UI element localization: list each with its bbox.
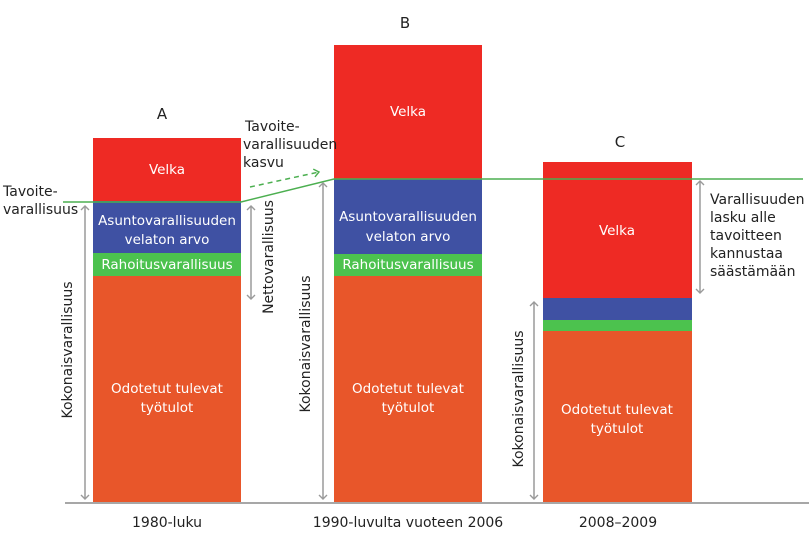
period-label: 1980-luku	[132, 515, 202, 531]
target-growth-label: varallisuuden	[243, 137, 337, 153]
housing-segment	[543, 298, 692, 320]
debt-segment	[543, 162, 692, 298]
bar-c: Velka Odotetut tulevat työtulot C 2008–2…	[543, 133, 692, 531]
housing-segment	[334, 179, 482, 254]
wealth-drop-label: tavoitteen	[710, 228, 782, 244]
wealth-drop-label: lasku alle	[710, 210, 776, 226]
debt-segment	[334, 45, 482, 179]
financial-label: Rahoitusvarallisuus	[342, 257, 473, 273]
housing-label: Asuntovarallisuuden	[98, 213, 236, 229]
wealth-drop-label: Varallisuuden	[710, 192, 805, 208]
housing-segment	[93, 201, 241, 253]
target-growth-label: kasvu	[243, 155, 284, 171]
total-wealth-label: Kokonaisvarallisuus	[511, 330, 527, 467]
housing-label: velaton arvo	[366, 229, 451, 245]
wealth-drop-label: kannustaa	[710, 246, 783, 262]
bar-letter: C	[615, 133, 625, 151]
debt-label: Velka	[599, 223, 635, 239]
labour-label: Odotetut tulevat	[352, 381, 464, 397]
target-growth-label: Tavoite-	[244, 119, 300, 135]
total-wealth-label: Kokonaisvarallisuus	[298, 275, 314, 412]
target-wealth-label: varallisuus	[3, 202, 78, 218]
target-growth-arrow	[249, 168, 321, 188]
bar-letter: B	[400, 14, 410, 32]
labour-label: työtulot	[591, 421, 644, 437]
labour-segment	[93, 276, 241, 502]
period-label: 1990-luvulta vuoteen 2006	[313, 515, 503, 531]
bar-b: Velka Asuntovarallisuuden velaton arvo R…	[313, 14, 503, 531]
bar-letter: A	[157, 105, 168, 123]
debt-segment	[93, 138, 241, 201]
financial-label: Rahoitusvarallisuus	[101, 257, 232, 273]
target-wealth-line	[63, 178, 803, 203]
labour-label: työtulot	[382, 400, 435, 416]
net-wealth-label: Nettovarallisuus	[261, 200, 277, 314]
wealth-drop-label: säästämään	[710, 264, 795, 280]
total-wealth-label: Kokonaisvarallisuus	[60, 281, 76, 418]
period-label: 2008–2009	[579, 515, 657, 531]
labour-label: Odotetut tulevat	[561, 402, 673, 418]
bar-a: Velka Asuntovarallisuuden velaton arvo R…	[93, 105, 241, 531]
labour-label: työtulot	[141, 400, 194, 416]
debt-label: Velka	[390, 104, 426, 120]
labour-segment	[543, 331, 692, 502]
financial-segment	[334, 254, 482, 276]
financial-segment	[93, 253, 241, 276]
labour-label: Odotetut tulevat	[111, 381, 223, 397]
labour-segment	[334, 276, 482, 502]
target-wealth-label: Tavoite-	[2, 184, 58, 200]
financial-segment	[543, 320, 692, 331]
housing-label: velaton arvo	[125, 232, 210, 248]
debt-label: Velka	[149, 162, 185, 178]
housing-label: Asuntovarallisuuden	[339, 209, 477, 225]
